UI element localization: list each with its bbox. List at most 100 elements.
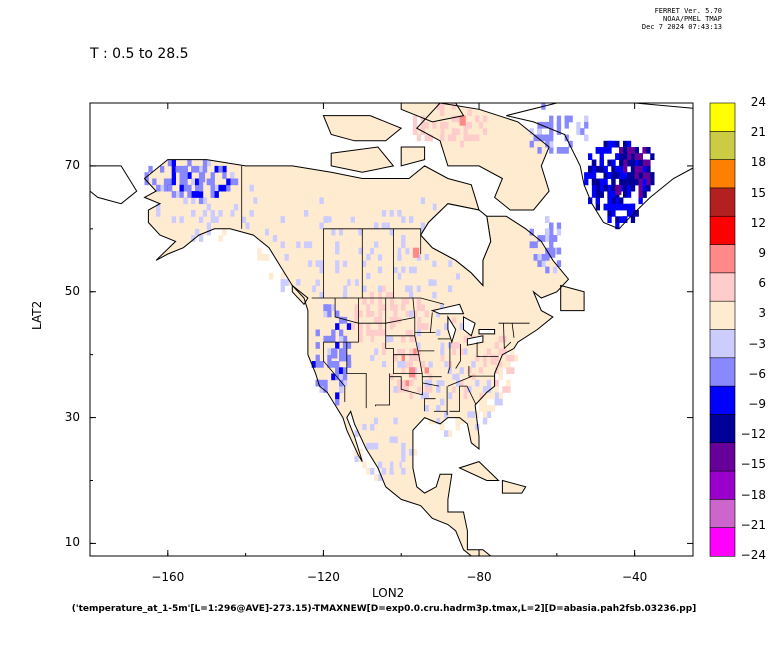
heat-cell-397 — [374, 335, 379, 343]
heat-cell-652 — [366, 235, 371, 242]
heat-cell-1589 — [335, 361, 340, 368]
heat-cell-996 — [241, 172, 246, 179]
heat-cell-1699 — [533, 134, 538, 142]
heat-cell-1629 — [331, 304, 336, 311]
border-5 — [323, 228, 422, 254]
heat-cell-626 — [385, 222, 390, 230]
heat-cell-1462 — [650, 178, 655, 186]
heat-cell-1644 — [549, 228, 554, 236]
heat-cell-1020 — [241, 203, 246, 211]
heat-cell-796 — [374, 241, 379, 249]
heat-cell-1281 — [584, 172, 589, 179]
heat-cell-240 — [405, 335, 410, 343]
heat-cell-1681 — [549, 121, 554, 129]
heat-cell-928 — [342, 254, 348, 261]
heat-cell-442 — [432, 386, 437, 393]
heat-cell-899 — [296, 279, 301, 286]
heat-cell-1638 — [315, 354, 320, 362]
heat-cell-1482 — [638, 165, 643, 173]
heat-cell-1497 — [626, 147, 632, 154]
heat-cell-628 — [447, 285, 453, 293]
heat-cell-865 — [342, 285, 348, 293]
heat-cell-363 — [471, 354, 476, 362]
heat-cell-444 — [393, 304, 398, 311]
heat-cell-441 — [436, 342, 441, 349]
heat-cell-167 — [350, 323, 355, 330]
heat-cell-989 — [253, 184, 258, 192]
heat-cell-1524 — [222, 165, 227, 173]
heat-cell-1562 — [226, 184, 231, 192]
heat-cell-130 — [366, 304, 371, 311]
land-na — [144, 159, 569, 556]
heat-cell-1089 — [436, 128, 441, 135]
heat-cell-1669 — [552, 266, 558, 274]
heat-cell-1388 — [603, 178, 608, 186]
heat-cell-10 — [405, 310, 410, 318]
heat-cell-1022 — [261, 191, 266, 198]
heat-cell-1511 — [148, 165, 153, 173]
heat-cell-784 — [389, 228, 394, 236]
heat-cell-380 — [455, 386, 460, 393]
heat-cell-358 — [405, 354, 410, 362]
heat-cell-1474 — [630, 178, 636, 186]
heat-cell-1077 — [440, 103, 445, 110]
heat-cell-904 — [307, 285, 313, 293]
heat-cell-806 — [296, 291, 301, 299]
heat-cell-1128 — [428, 134, 433, 142]
heat-cell-111 — [370, 342, 375, 349]
heat-cell-1046 — [241, 184, 246, 192]
heat-cell-1476 — [638, 159, 643, 167]
heat-cell-1359 — [623, 203, 628, 211]
heat-cell-1178 — [482, 405, 488, 412]
heat-cell-1154 — [459, 386, 464, 393]
heat-cell-1617 — [342, 367, 348, 374]
heat-cell-1241 — [385, 417, 390, 425]
heat-cell-1603 — [335, 367, 340, 374]
heat-cell-896 — [342, 203, 348, 211]
colorbar-label: −21 — [740, 517, 766, 532]
heat-cell-907 — [265, 228, 270, 236]
heat-cell-1672 — [545, 254, 550, 261]
heat-cell-323 — [412, 386, 418, 393]
heat-cell-1675 — [549, 235, 554, 242]
heat-cell-889 — [327, 222, 332, 230]
heat-cell-927 — [377, 216, 383, 223]
heat-cell-1404 — [611, 191, 616, 198]
heat-cell-1636 — [339, 379, 344, 387]
heat-cell-138 — [381, 291, 387, 299]
heat-cell-1203 — [482, 386, 488, 393]
heat-cell-898 — [307, 241, 313, 249]
heat-cell-1433 — [630, 203, 636, 211]
heat-cell-44 — [416, 316, 422, 324]
state-borders — [241, 165, 530, 416]
heat-cell-1201 — [444, 392, 449, 400]
heat-cell-1683 — [584, 115, 589, 123]
heat-cell-881 — [358, 222, 363, 230]
heat-cell-1575 — [327, 361, 332, 368]
heat-cell-1502 — [167, 178, 173, 186]
ferret-version: FERRET Ver. 5.70 — [654, 7, 722, 15]
heat-cell-1558 — [222, 184, 227, 192]
heat-cell-1045 — [257, 191, 262, 198]
heat-cell-328 — [389, 335, 394, 343]
heat-cell-1469 — [642, 147, 647, 154]
heat-cell-935 — [191, 197, 196, 205]
heat-cell-169 — [374, 304, 379, 311]
heat-cell-706 — [389, 285, 394, 293]
heat-cell-500 — [510, 348, 515, 356]
heat-cell-866 — [331, 272, 336, 280]
heat-cell-857 — [377, 266, 383, 274]
heat-cell-1170 — [490, 379, 495, 387]
heat-cell-1384 — [595, 197, 600, 205]
heat-cell-97 — [409, 304, 414, 311]
heat-cell-1663 — [529, 228, 534, 236]
colorbar-label: −3 — [748, 336, 766, 351]
heat-cell-824 — [342, 241, 348, 249]
heat-cell-217 — [409, 348, 414, 356]
heat-cell-1478 — [638, 191, 643, 198]
heat-cell-1591 — [342, 316, 348, 324]
heat-cell-1555 — [233, 178, 239, 186]
heat-cell-40 — [381, 285, 387, 293]
coast-arctic2 — [330, 146, 395, 173]
coast-hudson-bay — [420, 203, 492, 287]
